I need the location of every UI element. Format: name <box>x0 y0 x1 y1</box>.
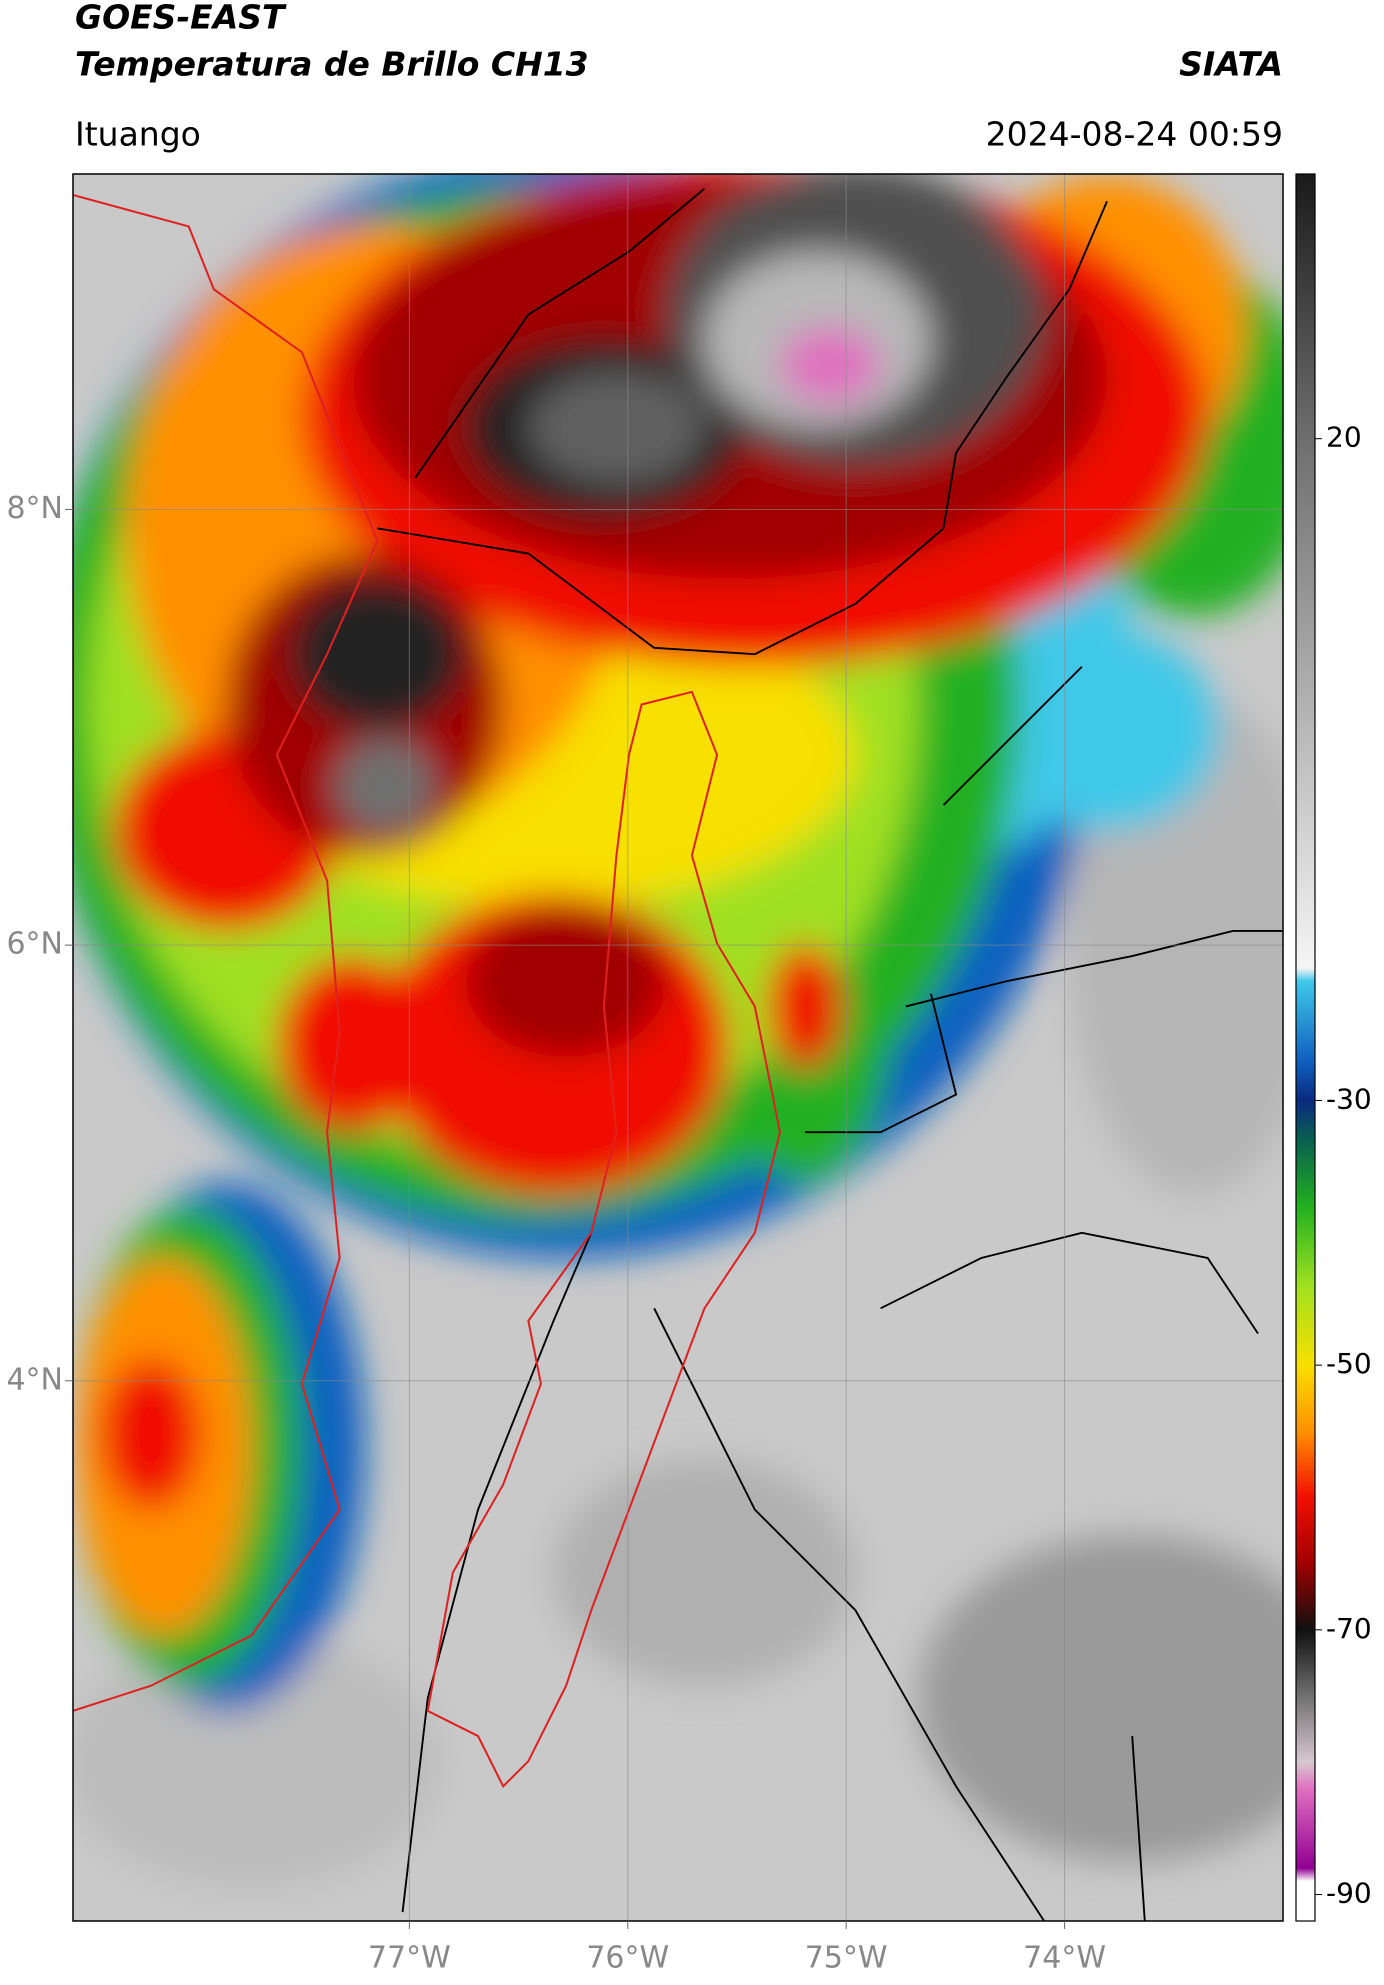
subtitle: Temperatura de Brillo CH13 <box>75 45 589 84</box>
colorbar-tick-label: 20 <box>1326 421 1362 454</box>
colorbar-tick-label: -50 <box>1326 1347 1372 1380</box>
y-tick-label: 4°N <box>6 1362 63 1397</box>
x-tick-label: 76°W <box>586 1941 669 1976</box>
y-tick-label: 6°N <box>6 927 63 962</box>
colorbar-tick-label: -90 <box>1326 1877 1372 1910</box>
x-tick-label: 77°W <box>368 1941 451 1976</box>
source: SIATA <box>1179 45 1283 84</box>
colorbar <box>1295 173 1316 1922</box>
grid <box>73 174 1283 1921</box>
colorbar-tick-label: -70 <box>1326 1612 1372 1645</box>
x-tick-label: 74°W <box>1023 1941 1106 1976</box>
datetime: 2024-08-24 00:59 <box>986 115 1283 154</box>
map-frame <box>72 173 1284 1922</box>
y-tick-label: 8°N <box>6 491 63 526</box>
satellite-image <box>73 174 1283 1921</box>
x-tick-label: 75°W <box>805 1941 888 1976</box>
colorbar-tick-label: -30 <box>1326 1082 1372 1115</box>
title: GOES-EAST <box>75 0 287 37</box>
location: Ituango <box>75 115 201 154</box>
